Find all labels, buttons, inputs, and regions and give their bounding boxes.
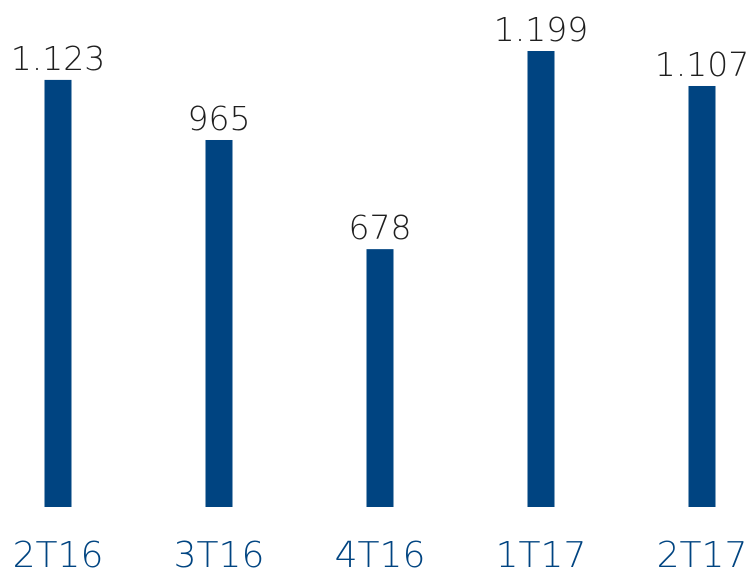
value-label-2t16: 1.123: [11, 39, 105, 78]
bar-3t16: [205, 139, 233, 508]
category-label-2t17: 2T17: [657, 535, 748, 576]
category-label-3t16: 3T16: [174, 535, 265, 576]
bars-group: [44, 51, 716, 508]
category-label-1t17: 1T17: [496, 535, 587, 576]
bar-2t16: [44, 79, 72, 507]
category-labels-group: 2T16 3T16 4T16 1T17 2T17: [13, 535, 748, 576]
value-labels-group: 1.123 965 678 1.199 1.107: [11, 10, 749, 247]
value-label-1t17: 1.199: [494, 10, 588, 49]
bar-4t16: [366, 249, 394, 507]
value-label-4t16: 678: [349, 208, 412, 247]
bar-1t17: [527, 51, 555, 507]
value-label-2t17: 1.107: [655, 45, 749, 84]
category-label-2t16: 2T16: [13, 535, 104, 576]
value-label-3t16: 965: [188, 99, 251, 138]
bar-2t17: [688, 85, 716, 507]
category-label-4t16: 4T16: [335, 535, 426, 576]
